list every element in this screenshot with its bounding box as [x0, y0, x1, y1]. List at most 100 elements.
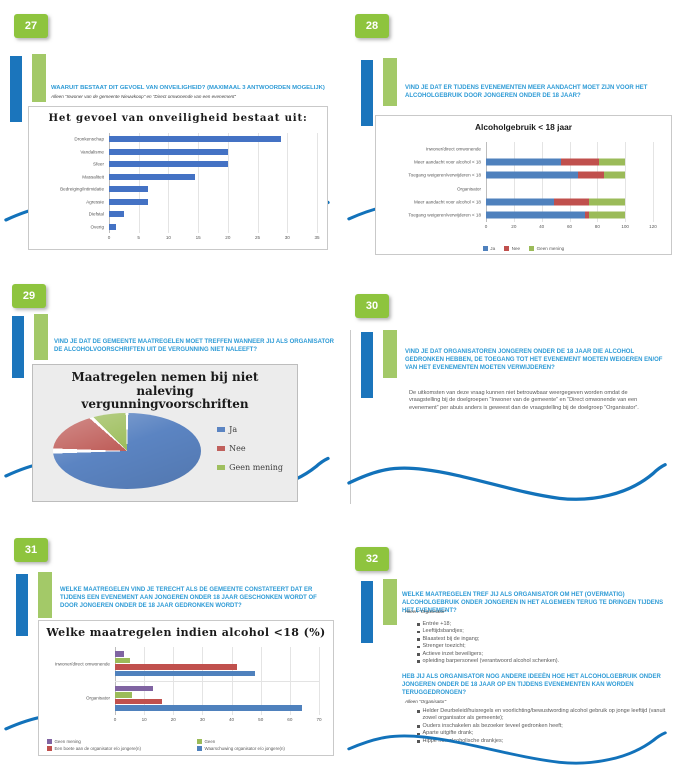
bullet-item: Leeftijdsbandjes;	[417, 628, 667, 635]
gridline	[486, 142, 487, 222]
accent-bar-green	[383, 579, 397, 625]
legend-label: Ja	[229, 425, 238, 434]
slide-30: 30 VIND JE DAT ORGANISATOREN JONGEREN ON…	[347, 290, 673, 530]
legend-item: Geen mening	[217, 463, 283, 472]
slide-number: 28	[365, 20, 379, 32]
slide-subtitle-2: Alleen “Organisator”	[405, 699, 447, 704]
category-label: Toegang weigeren/verwijderen < 18	[408, 172, 481, 178]
slide-number: 32	[365, 553, 379, 565]
legend-item: Nee	[504, 246, 520, 251]
bullet-item: Aparte uitgifte drank;	[417, 730, 669, 737]
x-tick-label: 5	[137, 235, 140, 240]
legend-marker	[47, 746, 52, 751]
bullet-text: Actieve inzet beveiligers;	[422, 650, 484, 657]
slide-number: 30	[365, 300, 379, 312]
x-axis: 0 20 40 60 80 100 120	[485, 222, 657, 232]
bar	[115, 657, 130, 664]
legend-marker	[47, 738, 52, 744]
legend-label: Ja	[490, 246, 496, 251]
accent-bar-blue	[10, 56, 22, 122]
slide-title: WAARUIT BESTAAT DIT GEVOEL VAN ONVEILIGH…	[51, 85, 325, 91]
chart-row: Meer aandacht voor alcohol < 18	[414, 155, 653, 168]
bar-segment	[588, 211, 626, 219]
slide-number-badge: 29	[12, 284, 46, 308]
bar	[115, 670, 255, 677]
legend-marker	[197, 746, 202, 751]
accent-bar-green	[38, 572, 52, 618]
stacked-bar-chart-alcoholgebruik: Alcoholgebruik < 18 jaar 0 20 40 60 80 100 120 I…	[375, 115, 672, 255]
category-label: Organisator	[456, 186, 481, 192]
slide-29: 29 VIND JE DAT DE GEMEENTE MAATREGELEN M…	[4, 282, 336, 526]
stacked-bar	[486, 211, 653, 219]
slide-subtitle: Alleen “Organisator”	[405, 609, 447, 614]
bullet-item: Actieve inzet beveiligers;	[417, 651, 667, 658]
legend-marker	[529, 246, 535, 251]
bullet-item: Blaastest bij de ingang;	[417, 636, 667, 643]
legend-item: Ja	[217, 425, 283, 434]
legend-item: Nee	[217, 444, 283, 453]
chart-row: Sfeer	[93, 158, 317, 171]
slide-number-badge: 27	[14, 14, 48, 38]
legend-item: Ja	[482, 246, 496, 251]
bullet-text: Leeftijdsbandjes;	[422, 628, 464, 635]
bullet-item: Ouders inschakelen als bezoeker teveel g…	[417, 723, 669, 730]
legend-label: Een boete aan de organisator e/o jongere…	[54, 746, 141, 751]
legend-item: Geen mening	[529, 246, 564, 251]
gridline	[138, 133, 140, 233]
wave-decoration	[347, 731, 667, 765]
bullet-item: Strenger toezicht;	[417, 643, 667, 650]
slide-28: 28 VIND JE DAT ER TIJDENS EVENEMENTEN ME…	[347, 10, 673, 264]
bar-segment	[577, 171, 605, 179]
slide-subtitle: Alleen “Inwoner van de gemeente Nieuwkoo…	[51, 94, 236, 99]
bullet-item: Hippe non alcoholische drankjes;	[417, 738, 669, 745]
x-tick-label: 10	[141, 717, 147, 722]
chart-title: Welke maatregelen indien alcohol <18 (%)	[46, 626, 326, 639]
gridline	[317, 133, 318, 233]
bullet-text: Helder Deurbeleid/huisregels en voorlich…	[422, 708, 666, 722]
bullet-text: Aparte uitgifte drank;	[422, 730, 474, 737]
bar	[115, 698, 162, 705]
legend-label: Waarschuwing organisator e/o jongere(n)	[204, 746, 285, 751]
bullet-list-2: Helder Deurbeleid/huisregels en voorlich…	[417, 708, 669, 745]
bar	[109, 223, 117, 230]
category-label: Inwoner/direct omwonende	[54, 661, 110, 667]
bullet-item: Entrée +18;	[417, 621, 667, 628]
wave-decoration	[347, 463, 667, 501]
category-label: Inwoner/direct omwonende	[425, 146, 481, 152]
bar-segment	[486, 198, 555, 206]
gridline	[198, 133, 200, 233]
bar	[109, 161, 228, 168]
accent-bar-blue	[361, 60, 373, 126]
legend-label: Nee	[511, 246, 521, 251]
x-tick-label: 60	[287, 717, 293, 722]
bar-segment	[486, 171, 578, 179]
chart-title: Alcoholgebruik < 18 jaar	[474, 122, 573, 132]
bullet-list-1: Entrée +18; Leeftijdsbandjes; Blaastest bi…	[417, 621, 667, 665]
legend-item: Een boete aan de organisator e/o jongere…	[47, 746, 193, 751]
slide-title: VIND JE DAT ORGANISATOREN JONGEREN ONDER…	[405, 349, 663, 371]
pie	[53, 413, 201, 489]
x-axis: 0 10 20 30 40 50 60 70	[114, 715, 322, 725]
bullet-text: opleiding barpersoneel (verantwoord alco…	[422, 658, 560, 665]
gridline	[653, 142, 654, 222]
accent-bar-green	[383, 330, 397, 378]
category-label: Toegang weigeren/verwijderen < 18	[408, 212, 481, 218]
category-label: Vandalisme	[80, 149, 104, 155]
slide-title: WELKE MAATREGELEN TREF JIJ ALS ORGANISAT…	[402, 592, 664, 614]
slide-number-badge: 30	[355, 294, 389, 318]
bullet-marker	[417, 732, 420, 736]
gridline	[625, 142, 627, 222]
accent-bar-green	[32, 54, 46, 102]
bar-segment	[554, 198, 589, 206]
chart-row: Agressie	[86, 196, 317, 209]
bullet-marker	[417, 638, 420, 641]
legend-item: Geen mening	[47, 738, 193, 744]
chart-row: Overig	[90, 221, 317, 234]
category-label: Massaliteit	[82, 174, 104, 180]
legend-label: Geen mening	[229, 463, 283, 472]
x-tick-label: 20	[225, 235, 231, 240]
chart-row: Inwoner/direct omwonende	[426, 142, 653, 155]
x-tick-label: 15	[195, 235, 201, 240]
legend-label: Geen	[204, 738, 216, 744]
